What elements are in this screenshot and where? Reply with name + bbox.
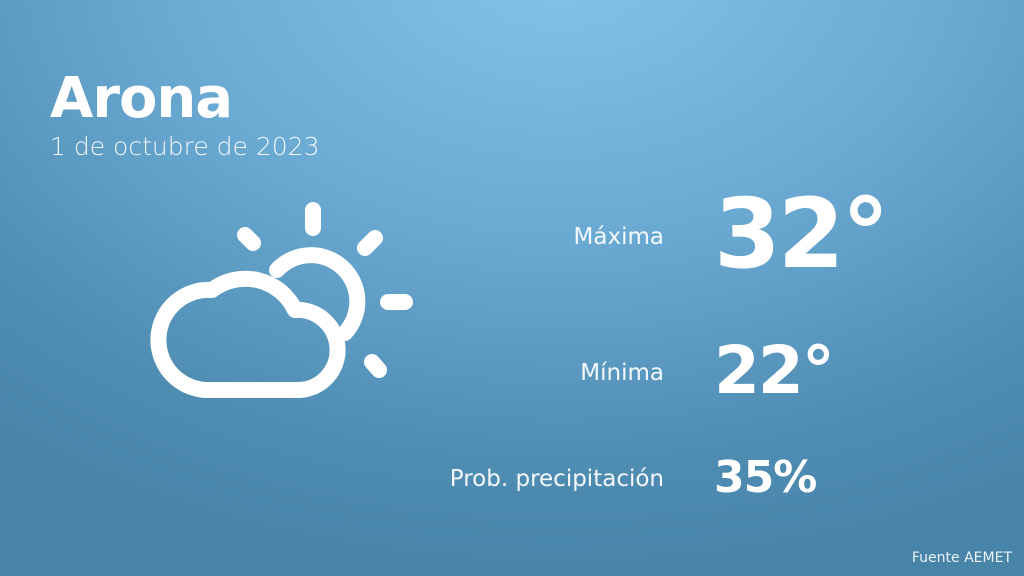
max-temp-value: 32°	[714, 178, 890, 290]
partly-cloudy-icon	[150, 202, 413, 398]
min-temp-value: 22°	[714, 332, 835, 409]
max-temp-label: Máxima	[573, 224, 664, 250]
precip-label: Prob. precipitación	[449, 466, 664, 492]
min-temp-label: Mínima	[580, 360, 664, 386]
source-credit: Fuente AEMET	[911, 550, 1012, 566]
city-name: Arona	[50, 66, 233, 131]
forecast-date: 1 de octubre de 2023	[50, 132, 320, 161]
precip-value: 35%	[714, 452, 817, 503]
